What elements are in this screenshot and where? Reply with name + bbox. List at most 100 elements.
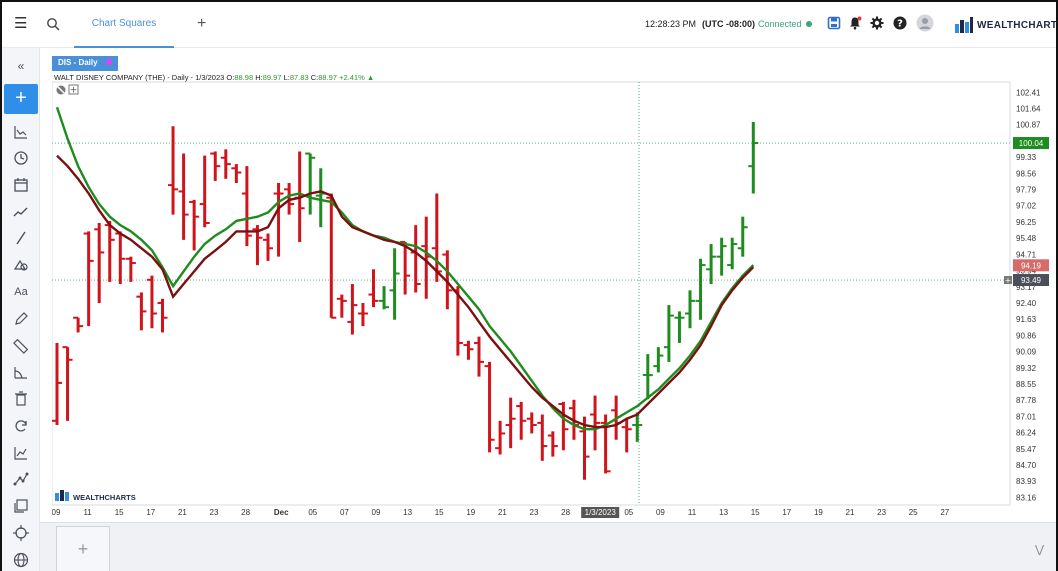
angle-icon[interactable] bbox=[11, 362, 31, 382]
x-tick-label: Dec bbox=[274, 508, 289, 517]
shapes-icon[interactable] bbox=[11, 255, 31, 275]
y-tick-label: 85.47 bbox=[1016, 445, 1037, 454]
x-tick-label: 17 bbox=[146, 508, 155, 517]
clock-time: 12:28:23 PM bbox=[645, 19, 697, 29]
user-avatar-icon[interactable] bbox=[916, 14, 934, 32]
tab-chart-squares[interactable]: Chart Squares bbox=[74, 2, 174, 48]
x-tick-label: 21 bbox=[178, 508, 187, 517]
y-tick-label: 98.56 bbox=[1016, 169, 1037, 178]
y-tick-label: 97.02 bbox=[1016, 202, 1037, 211]
x-tick-label: 05 bbox=[624, 508, 633, 517]
ohlc-chart-svg[interactable]: 102.41101.64100.87100.1099.3398.5697.799… bbox=[52, 52, 1052, 522]
chart-panel[interactable]: DIS - Daily WALT DISNEY COMPANY (THE) - … bbox=[52, 52, 1052, 522]
y-tick-label: 100.87 bbox=[1016, 121, 1041, 130]
x-tick-label: 23 bbox=[530, 508, 539, 517]
settings-gear-icon[interactable] bbox=[870, 16, 884, 30]
x-tick-label: 21 bbox=[846, 508, 855, 517]
brand-name: WEALTHCHARTS bbox=[977, 19, 1058, 31]
x-tick-label: 09 bbox=[52, 508, 61, 517]
pencil-icon[interactable] bbox=[11, 309, 31, 329]
crosshair-icon[interactable] bbox=[11, 523, 31, 543]
ruler-icon[interactable] bbox=[11, 336, 31, 356]
add-study-icon[interactable] bbox=[68, 84, 79, 95]
x-tick-label: 15 bbox=[435, 508, 444, 517]
calendar-icon[interactable] bbox=[11, 175, 31, 195]
collapse-sidebar-icon[interactable]: « bbox=[17, 59, 25, 73]
hamburger-menu-icon[interactable]: ☰ bbox=[14, 15, 28, 32]
x-tick-label: 27 bbox=[940, 508, 949, 517]
add-alert-icon bbox=[1004, 276, 1012, 285]
x-tick-label: 28 bbox=[561, 508, 570, 517]
brand-logo[interactable]: WEALTHCHARTS bbox=[955, 16, 1058, 34]
add-panel-button[interactable]: + bbox=[56, 526, 110, 571]
bars-layer bbox=[52, 121, 759, 480]
y-tick-label: 97.79 bbox=[1016, 186, 1037, 195]
y-tick-label: 99.33 bbox=[1016, 153, 1037, 162]
x-tick-label: 19 bbox=[814, 508, 823, 517]
legend-name: WALT DISNEY COMPANY (THE) - Daily - 1/3/… bbox=[54, 73, 225, 82]
ohlc-legend: WALT DISNEY COMPANY (THE) - Daily - 1/3/… bbox=[54, 73, 375, 82]
x-tick-label: 05 bbox=[308, 508, 317, 517]
help-icon[interactable]: ? bbox=[893, 16, 907, 30]
text-tool-icon[interactable]: Aa bbox=[14, 286, 28, 298]
y-tick-label: 86.24 bbox=[1016, 429, 1037, 438]
add-tab-button[interactable]: + bbox=[197, 15, 207, 32]
x-tick-label: 15 bbox=[115, 508, 124, 517]
expand-chevron-down-icon[interactable]: ⋁ bbox=[1034, 544, 1044, 556]
y-tick-label: 89.32 bbox=[1016, 364, 1037, 373]
y-tick-label: 93.17 bbox=[1016, 283, 1037, 292]
axis-layer: 102.41101.64100.87100.1099.3398.5697.799… bbox=[52, 88, 1049, 518]
trend-icon[interactable] bbox=[11, 202, 31, 222]
x-tick-label: 09 bbox=[656, 508, 665, 517]
search-icon[interactable] bbox=[46, 17, 60, 31]
y-tick-label: 83.93 bbox=[1016, 477, 1037, 486]
watermark-text: WEALTHCHARTS bbox=[73, 493, 136, 502]
symbol-tag[interactable]: DIS - Daily bbox=[52, 56, 118, 71]
legend-low: 87.83 bbox=[289, 73, 309, 82]
windows-icon[interactable] bbox=[11, 496, 31, 516]
add-alert-plus: + bbox=[1005, 276, 1012, 285]
x-tick-label: 23 bbox=[877, 508, 886, 517]
y-tick-label: 102.41 bbox=[1016, 88, 1041, 97]
brand-mark-icon bbox=[955, 17, 973, 33]
alerts-bell-icon[interactable] bbox=[848, 16, 862, 30]
x-tick-label: 28 bbox=[241, 508, 250, 517]
grid-layer bbox=[52, 81, 1011, 506]
moving-average-fast-line bbox=[56, 154, 755, 429]
connection-status-label: Connected bbox=[758, 19, 802, 29]
x-date-flag-label: 1/3/2023 bbox=[585, 508, 617, 517]
drawing-tools-sidebar: « + Aa bbox=[2, 48, 40, 571]
sync-icon[interactable] bbox=[11, 416, 31, 436]
save-icon[interactable] bbox=[827, 16, 841, 30]
x-tick-label: 21 bbox=[498, 508, 507, 517]
add-study-plus: + bbox=[70, 86, 78, 96]
y-tick-label: 96.25 bbox=[1016, 218, 1037, 227]
trash-icon[interactable] bbox=[11, 389, 31, 409]
symbol-color-dot-icon bbox=[105, 59, 112, 65]
clock-icon[interactable] bbox=[11, 148, 31, 168]
timezone-label[interactable]: (UTC -08:00) bbox=[702, 19, 756, 29]
top-bar: ☰ Chart Squares + 12:28:23 PM (UTC -08:0… bbox=[2, 2, 1058, 48]
symbol-tag-label: DIS - Daily bbox=[58, 58, 98, 67]
add-indicator-button[interactable]: + bbox=[4, 84, 38, 114]
y-tick-label: 101.64 bbox=[1016, 105, 1041, 114]
hide-indicators-slash bbox=[57, 86, 65, 94]
x-tick-label: 25 bbox=[909, 508, 918, 517]
legend-high: 89.97 bbox=[262, 73, 282, 82]
y-tick-label: 94.71 bbox=[1016, 250, 1037, 259]
nodes-icon[interactable] bbox=[11, 469, 31, 489]
line-chart-icon[interactable] bbox=[11, 443, 31, 463]
globe-icon[interactable] bbox=[11, 550, 31, 570]
watermark-logo-bar bbox=[55, 493, 59, 501]
last-price-flag bbox=[1013, 137, 1049, 150]
y-tick-label: 87.01 bbox=[1016, 412, 1037, 421]
line-tool-icon[interactable] bbox=[11, 228, 31, 248]
y-tick-label: 90.09 bbox=[1016, 348, 1037, 357]
y-tick-label: 88.55 bbox=[1016, 380, 1037, 389]
x-tick-label: 11 bbox=[688, 508, 697, 517]
legend-close: 88.97 bbox=[318, 73, 337, 82]
x-tick-label: 15 bbox=[751, 508, 760, 517]
chart-type-icon[interactable] bbox=[11, 122, 31, 142]
crosshair-price-flag-label: 93.49 bbox=[1021, 276, 1042, 285]
bottom-panel-bar: + ⋁ bbox=[40, 522, 1056, 571]
